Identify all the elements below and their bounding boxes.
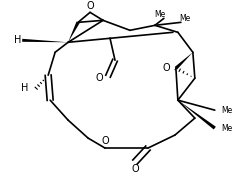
Text: Me: Me [154, 10, 166, 19]
Text: O: O [131, 164, 139, 174]
Polygon shape [178, 100, 216, 129]
Polygon shape [175, 52, 193, 69]
Text: H: H [14, 35, 22, 45]
Text: Me: Me [179, 14, 190, 23]
Text: Me: Me [221, 106, 232, 115]
Text: O: O [86, 1, 94, 11]
Text: O: O [162, 63, 170, 73]
Text: Me: Me [221, 124, 232, 133]
Polygon shape [22, 39, 68, 42]
Polygon shape [68, 22, 80, 42]
Text: O: O [95, 73, 103, 83]
Text: O: O [101, 136, 109, 146]
Text: H: H [21, 83, 28, 93]
